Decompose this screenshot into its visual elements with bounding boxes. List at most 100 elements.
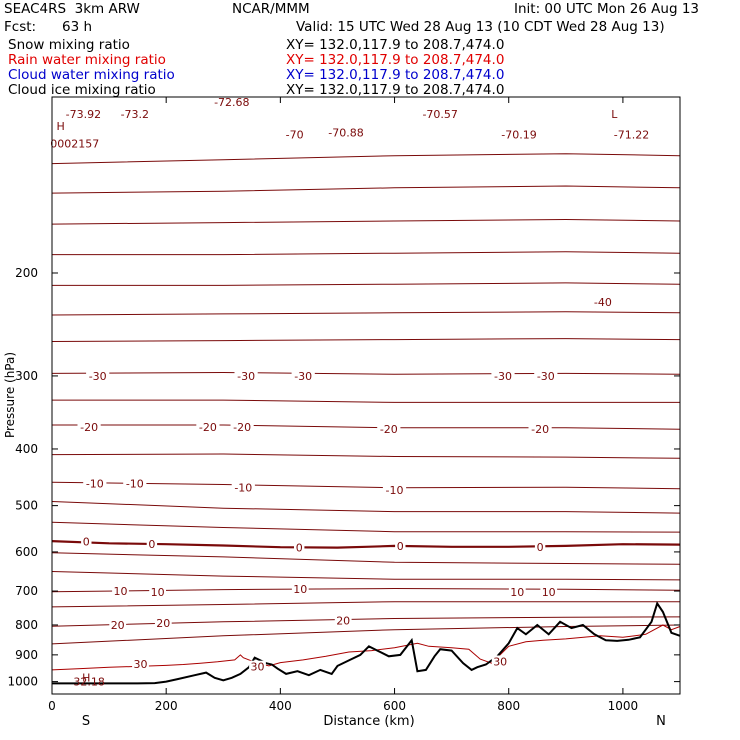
contour-label-bg: [540, 585, 558, 598]
fcst-value: 63 h: [62, 19, 93, 35]
contour-label-bg: [534, 540, 546, 553]
field-rain-xy: XY= 132.0,117.9 to 208.7,474.0: [286, 52, 505, 68]
north-label: N: [656, 714, 666, 729]
contour-label: -10: [234, 482, 252, 495]
init-time: Init: 00 UTC Mon 26 Aug 13: [514, 1, 699, 17]
isotherm-line: [52, 282, 681, 286]
contour-label: -70.57: [422, 108, 457, 121]
y-tick-label: 800: [15, 618, 38, 632]
contour-label: 10: [151, 586, 165, 599]
contour-label: -20: [380, 423, 398, 436]
y-tick-label: 200: [15, 266, 38, 280]
isotherm-line: [52, 399, 680, 403]
contour-label: -20: [199, 421, 217, 434]
contour-label: 0: [83, 536, 90, 549]
contour-label-bg: [77, 421, 101, 434]
contour-label-bg: [610, 128, 653, 141]
isotherm-line: [51, 552, 681, 565]
extremum-label: H: [56, 120, 64, 133]
contour-label: -30: [89, 370, 107, 383]
y-tick-label: 600: [15, 545, 38, 559]
contour-label-bg: [109, 619, 127, 631]
terrain-layer: [52, 601, 681, 685]
field-cloud-xy: XY= 132.0,117.9 to 208.7,474.0: [286, 67, 505, 83]
contour-label-bg: [196, 421, 220, 434]
contour-label-bg: [283, 128, 307, 141]
contour-label-bg: [395, 539, 406, 552]
field-ice-name: Cloud ice mixing ratio: [8, 82, 156, 98]
field-snow-name: Snow mixing ratio: [8, 37, 130, 53]
contour-label: 10: [114, 585, 128, 598]
contour-label-bg: [491, 369, 515, 382]
field-snow-xy: XY= 132.0,117.9 to 208.7,474.0: [286, 37, 505, 53]
contour-label-bg: [294, 541, 305, 554]
x-tick-label: 400: [269, 699, 292, 713]
contour-label-bg: [591, 295, 615, 308]
y-tick-label: 900: [15, 648, 38, 662]
y-axis-title: Pressure (hPa): [3, 352, 17, 438]
contour-label: 10: [293, 583, 307, 596]
contour-label-bg: [249, 660, 266, 673]
contour-label-bg: [230, 421, 254, 434]
x-tick-label: 0: [48, 699, 56, 713]
contour-label-bg: [334, 614, 352, 627]
south-label: S: [82, 714, 90, 729]
extremum-label: H: [82, 671, 90, 684]
contour-label-bg: [234, 369, 258, 382]
contour-label: -10: [126, 477, 144, 490]
contour-label-bg: [149, 585, 166, 598]
contour-label-bg: [497, 128, 541, 141]
model-title: SEAC4RS 3km ARW: [4, 1, 140, 17]
y-tick-label: 500: [15, 499, 38, 513]
contour-label-bg: [528, 423, 552, 436]
x-tick-label: 200: [155, 699, 178, 713]
isotherm-line: [51, 571, 681, 581]
contour-label-bg: [83, 477, 107, 490]
isotherm-line: [51, 587, 681, 593]
contour-label: -70.19: [501, 129, 536, 142]
freezing-level-line: [51, 540, 681, 549]
fcst-label: Fcst:: [4, 19, 37, 35]
contour-label: 10: [510, 586, 524, 599]
isotherm-line: [51, 153, 681, 165]
isotherm-line: [51, 371, 681, 375]
contour-label-bg: [291, 369, 315, 382]
x-tick-label: 600: [383, 699, 406, 713]
terrain-line: [52, 601, 681, 685]
contour-label-bg: [534, 369, 558, 382]
contour-label: -70: [286, 129, 304, 142]
extremum-label: 32.18: [73, 676, 105, 689]
isotherm-line: [51, 311, 681, 316]
contour-label: 20: [336, 615, 350, 628]
contour-label: -73.92: [66, 108, 101, 121]
isotherm-line: [51, 501, 681, 514]
rain-layer: [51, 624, 681, 671]
contour-label-bg: [210, 96, 253, 108]
x-tick-label: 800: [497, 699, 520, 713]
contour-label-bg: [81, 535, 92, 548]
contour-label-bg: [116, 108, 153, 121]
contour-label: -73.2: [121, 108, 149, 121]
plot-frame: [51, 96, 681, 695]
isotherm-line: [51, 338, 681, 342]
contour-label-bg: [112, 585, 129, 598]
contour-label-bg: [324, 126, 368, 139]
contour-label: -72.68: [214, 96, 249, 109]
extremum-label: 0002157: [50, 137, 99, 150]
contour-label: 20: [111, 619, 125, 632]
contour-label: -10: [86, 477, 104, 490]
contour-label-bg: [123, 477, 147, 490]
axes-layer: 0 200 400 600 800 100020030040050060070080090…: [7, 97, 680, 713]
contour-label: 10: [542, 586, 556, 599]
contour-label: 0: [148, 538, 155, 551]
contour-label: -20: [531, 423, 549, 436]
y-tick-label: 300: [15, 369, 38, 383]
contour-label: -40: [594, 296, 612, 309]
contour-label-bg: [86, 369, 110, 382]
contour-label-bg: [419, 108, 462, 121]
contour-label-bg: [377, 423, 401, 436]
isotherm-line: [51, 185, 681, 194]
x-tick-label: 1000: [608, 699, 639, 713]
isotherm-line: [51, 616, 681, 627]
contour-label-bg: [382, 483, 407, 496]
